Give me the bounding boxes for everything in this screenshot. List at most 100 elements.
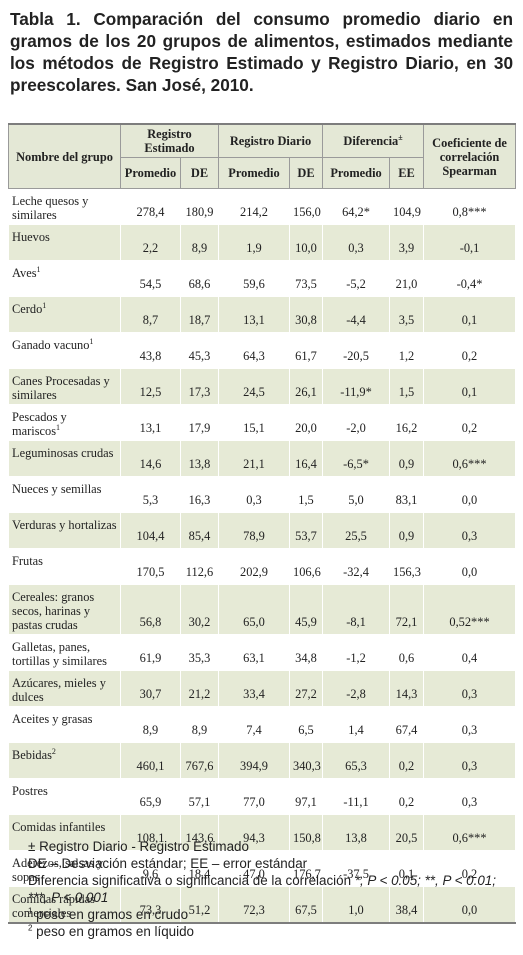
cell-value: 21,0	[389, 260, 425, 297]
cell-value: 202,9	[218, 548, 290, 585]
cell-value: 83,1	[389, 476, 425, 513]
cell-value: 0,2	[423, 332, 517, 369]
food-group: Comidas rápidas comerciales	[8, 886, 121, 924]
cell-value: 16,4	[288, 440, 324, 477]
cell-value: -2,8	[322, 670, 391, 707]
cell-value: 97,1	[288, 778, 324, 815]
cell-value: 35,3	[180, 634, 219, 671]
group-sup: ±	[398, 132, 403, 142]
food-group: Pescados y mariscos1	[8, 404, 121, 441]
name-sup: 1	[36, 264, 41, 274]
table-row: Leguminosas crudas 14,6 13,8 21,1 16,4 -6,5* 0…	[8, 440, 517, 477]
table-row: Comidas rápidas comerciales 73,3 51,2 72,3 6…	[8, 886, 517, 924]
cell-value: 0,52***	[423, 584, 517, 635]
cell-value: 72,1	[389, 584, 425, 635]
table-row: Galletas, panes, tortillas y similares 61…	[8, 634, 517, 671]
table-row: Verduras y hortalizas 104,4 85,4 78,9 53,7 25…	[8, 512, 517, 549]
cell-value: 394,9	[218, 742, 290, 779]
cell-value: 17,3	[180, 368, 219, 405]
cell-value: 0,3	[423, 512, 517, 549]
sub-header: Promedio	[218, 157, 290, 189]
group-name: Leche quesos y similares	[12, 194, 89, 222]
cell-value: 0,3	[423, 778, 517, 815]
table-row: Frutas 170,5 112,6 202,9 106,6 -32,4 156,3 0,0	[8, 548, 517, 585]
footnote-sup: 1	[28, 906, 33, 916]
food-group: Aceites y grasas	[8, 706, 121, 743]
food-group: Azúcares, mieles y dulces	[8, 670, 121, 707]
cell-value: 0,4	[423, 634, 517, 671]
food-group: Aves1	[8, 260, 121, 297]
sub-header: Promedio	[120, 157, 181, 189]
food-group: Bebidas2	[8, 742, 121, 779]
group-label: Diferencia	[343, 134, 399, 148]
name-sup: 1	[89, 336, 94, 346]
cell-value: 278,4	[120, 188, 181, 225]
footnote: DE – Desviación estándar; EE – error est…	[28, 855, 518, 872]
group-name: Aceites y grasas	[12, 712, 93, 726]
food-group: Ganado vacuno1	[8, 332, 121, 369]
cell-value: 0,3	[423, 742, 517, 779]
group-name: Leguminosas crudas	[12, 446, 114, 460]
table-row: Aderezos, salsas y sopas 9,6 18,4 47,0 176,7…	[8, 850, 517, 887]
cell-value: 0,0	[423, 476, 517, 513]
group-name: Pescados y mariscos	[12, 410, 67, 438]
cell-value: 0,2	[389, 778, 425, 815]
cell-value: -11,1	[322, 778, 391, 815]
footnote-text: DE – Desviación estándar; EE – error est…	[28, 856, 308, 871]
cell-value: 7,4	[218, 706, 290, 743]
footnote-italic: *, P < 0.05; **, P < 0.01; ***, P < 0.00…	[28, 873, 496, 905]
cell-value: 17,9	[180, 404, 219, 441]
table-row: Aves1 54,5 68,6 59,6 73,5 -5,2 21,0 -0,4*	[8, 260, 517, 297]
cell-value: 59,6	[218, 260, 290, 297]
cell-value: 67,5	[288, 886, 324, 924]
cell-value: 85,4	[180, 512, 219, 549]
cell-value: 1,4	[322, 706, 391, 743]
coef-header: Coeficiente de correlación Spearman	[423, 123, 517, 189]
food-group: Aderezos, salsas y sopas	[8, 850, 121, 887]
food-group: Postres	[8, 778, 121, 815]
table-row: Aceites y grasas 8,9 8,9 7,4 6,5 1,4 67,4 0,3	[8, 706, 517, 743]
cell-value: 15,1	[218, 404, 290, 441]
cell-value: 0,3	[218, 476, 290, 513]
cell-value: -1,2	[322, 634, 391, 671]
table-row: Canes Procesadas y similares 12,5 17,3 24,5…	[8, 368, 517, 405]
cell-value: 143,6	[180, 814, 219, 851]
cell-value: 104,9	[389, 188, 425, 225]
cell-value: 104,4	[120, 512, 181, 549]
cell-value: 0,0	[423, 548, 517, 585]
cell-value: 13,8	[322, 814, 391, 851]
cell-value: 1,9	[218, 224, 290, 261]
cell-value: 112,6	[180, 548, 219, 585]
cell-value: 106,6	[288, 548, 324, 585]
cell-value: 13,8	[180, 440, 219, 477]
group-name: Azúcares, mieles y dulces	[12, 676, 106, 704]
group-header: Registro Estimado	[120, 123, 219, 158]
table-row: Pescados y mariscos1 13,1 17,9 15,1 20,0 -2,0…	[8, 404, 517, 441]
cell-value: 16,3	[180, 476, 219, 513]
cell-value: 45,3	[180, 332, 219, 369]
cell-value: 45,9	[288, 584, 324, 635]
cell-value: 1,0	[322, 886, 391, 924]
cell-value: 13,1	[218, 296, 290, 333]
cell-value: 0,1	[423, 368, 517, 405]
cell-value: 0,2	[389, 742, 425, 779]
footnote: 2 peso en gramos en líquido	[28, 923, 518, 940]
table-row: Cerdo1 8,7 18,7 13,1 30,8 -4,4 3,5 0,1	[8, 296, 517, 333]
cell-value: 61,7	[288, 332, 324, 369]
cell-value: 72,3	[218, 886, 290, 924]
group-name: Aves	[12, 266, 37, 280]
food-group: Leguminosas crudas	[8, 440, 121, 477]
cell-value: 43,8	[120, 332, 181, 369]
table-row: Cereales: granos secos, harinas y pastas…	[8, 584, 517, 635]
cell-value: -0,4*	[423, 260, 517, 297]
name-sup: 1	[56, 422, 61, 432]
food-group: Frutas	[8, 548, 121, 585]
group-name: Huevos	[12, 230, 50, 244]
table-row: Ganado vacuno1 43,8 45,3 64,3 61,7 -20,5 1,2 0,…	[8, 332, 517, 369]
cell-value: 77,0	[218, 778, 290, 815]
food-group: Comidas infantiles	[8, 814, 121, 851]
cell-value: 57,1	[180, 778, 219, 815]
cell-value: -11,9*	[322, 368, 391, 405]
cell-value: 6,5	[288, 706, 324, 743]
food-group: Leche quesos y similares	[8, 188, 121, 225]
